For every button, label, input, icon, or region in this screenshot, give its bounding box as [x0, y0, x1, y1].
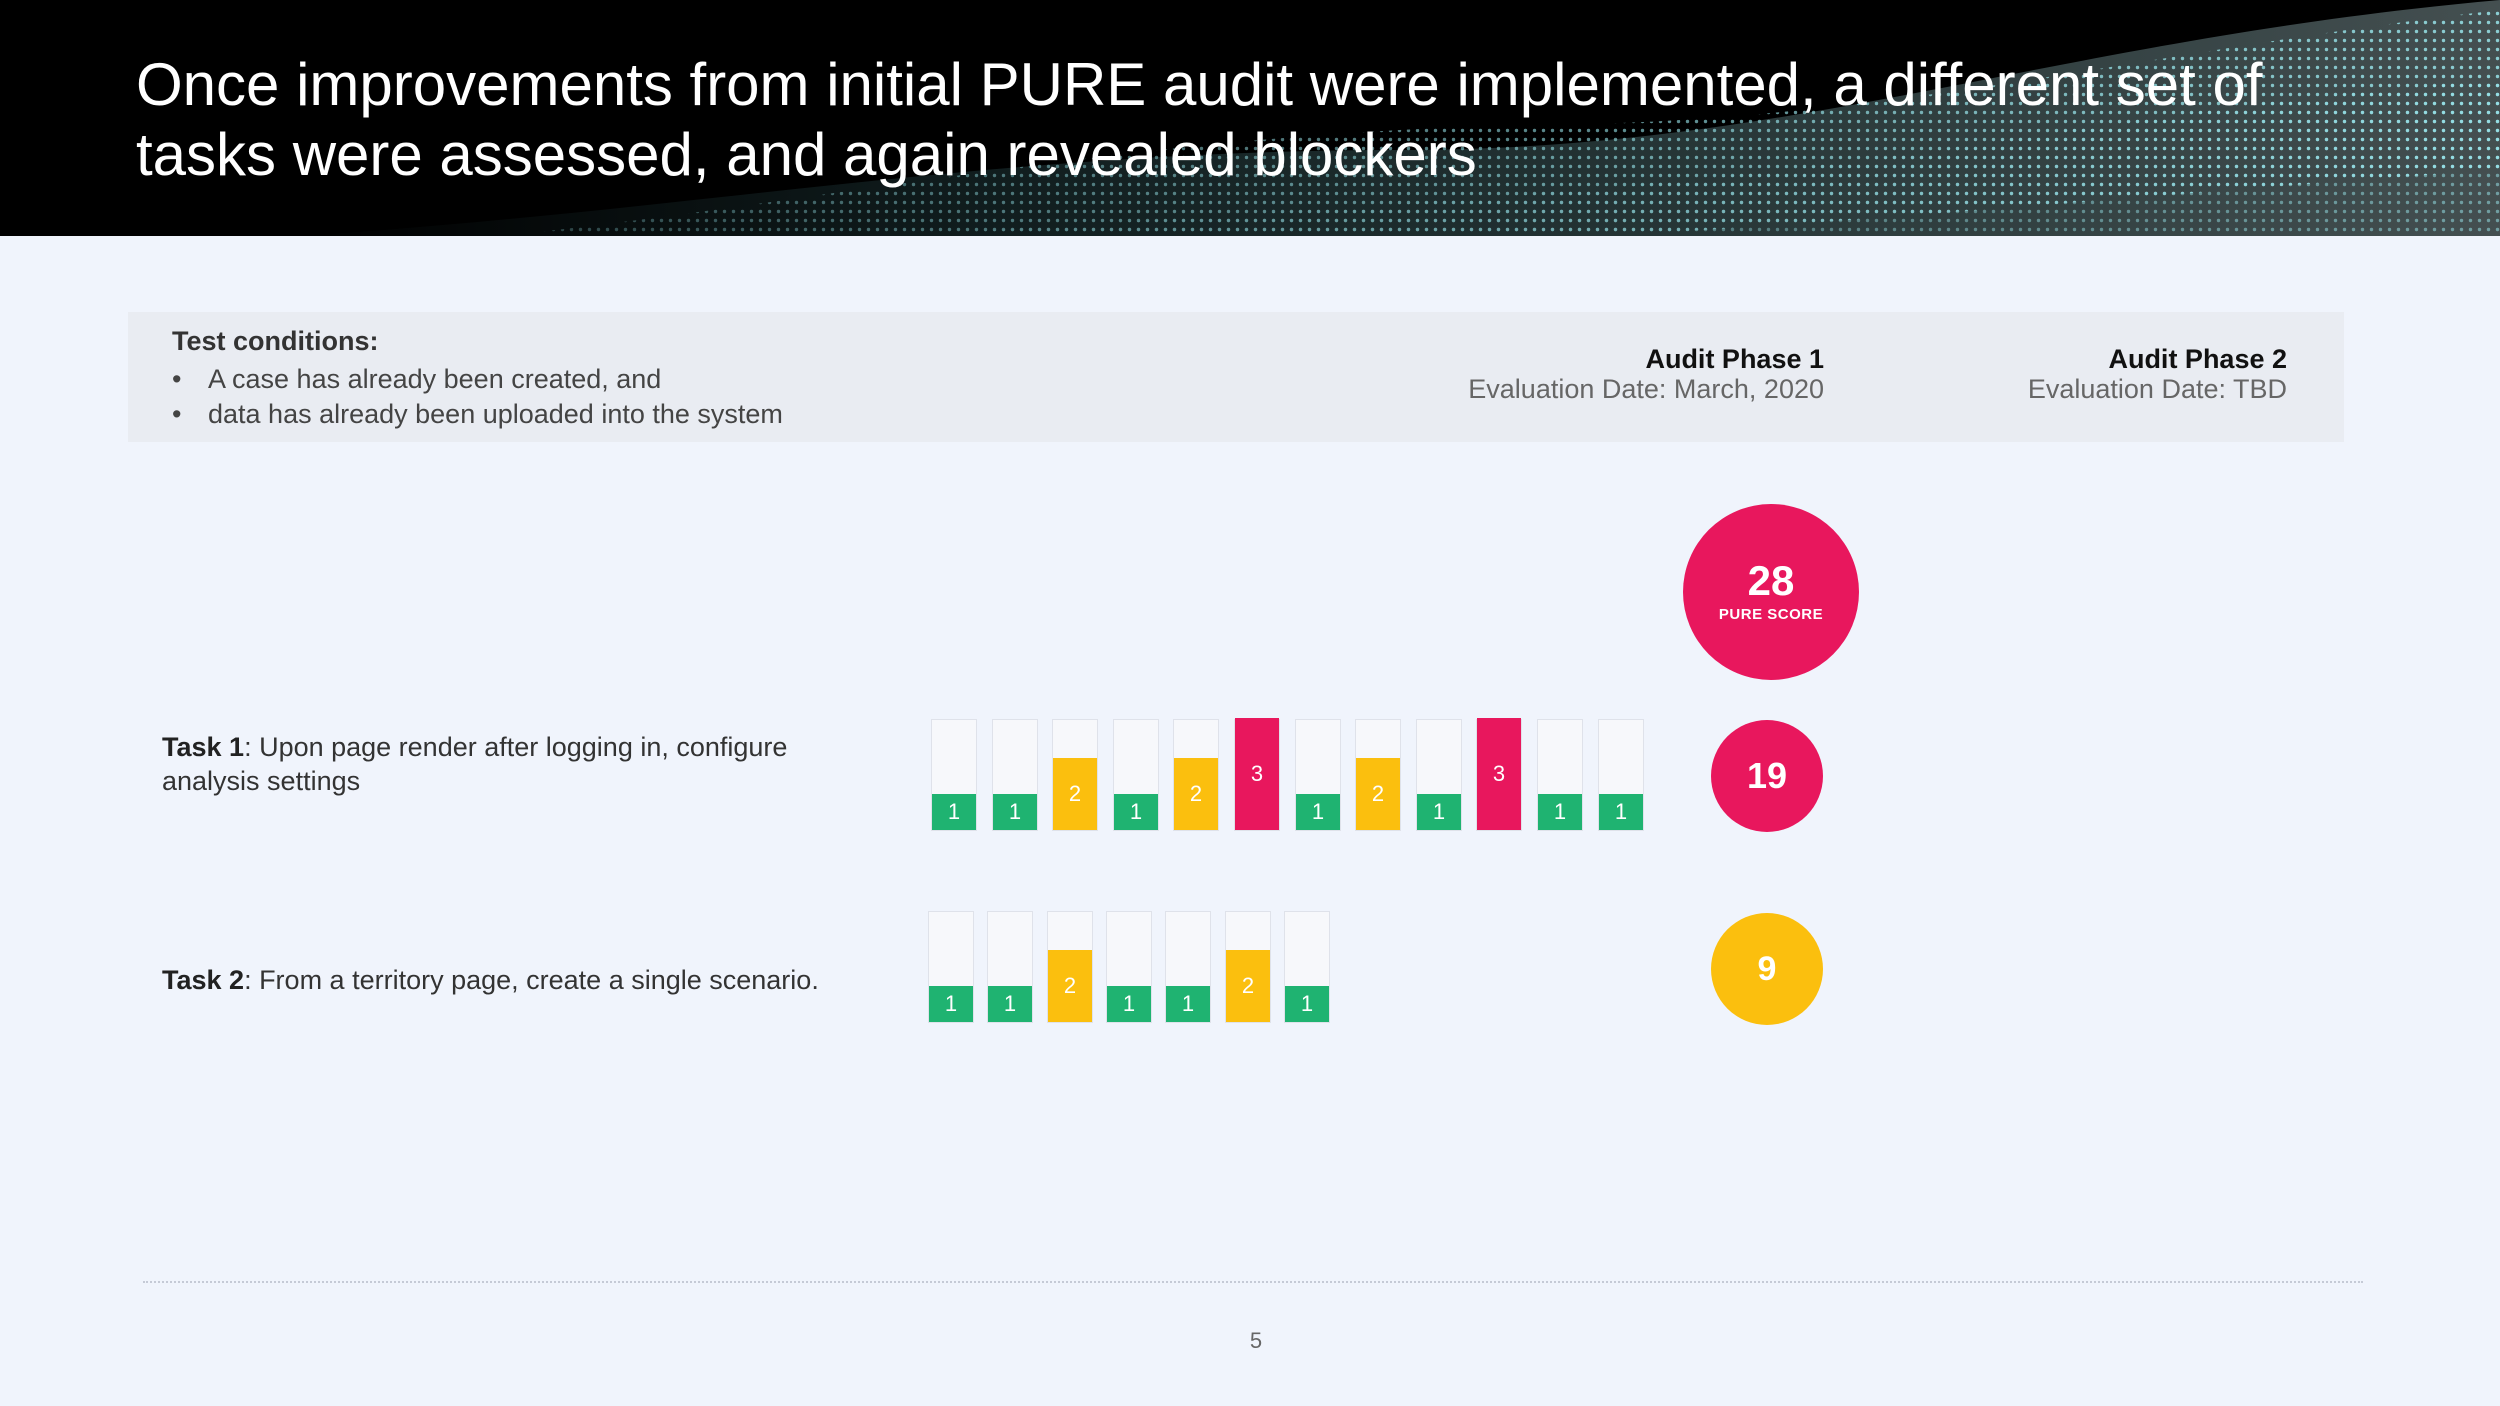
- task-1-step-bar: 3: [1234, 718, 1280, 831]
- task-2-step-bar: 2: [1047, 911, 1093, 1023]
- step-score-fill: 2: [1048, 950, 1092, 1022]
- test-conditions-panel: Test conditions: A case has already been…: [128, 312, 2344, 442]
- step-score-fill: 1: [1114, 794, 1158, 830]
- task-1-step-bar: 1: [1113, 719, 1159, 831]
- audit-phase-2: Audit Phase 2 Evaluation Date: TBD: [2028, 344, 2287, 404]
- task-1-score-badge: 19: [1711, 720, 1823, 832]
- task-1-step-bar: 2: [1173, 719, 1219, 831]
- header-banner: Once improvements from initial PURE audi…: [0, 0, 2500, 236]
- audit-phase-1: Audit Phase 1 Evaluation Date: March, 20…: [1468, 344, 1824, 404]
- task-2-step-bar: 1: [928, 911, 974, 1023]
- task-1-step-bar: 1: [1295, 719, 1341, 831]
- task-2-step-bar: 1: [987, 911, 1033, 1023]
- step-score-fill: 1: [1538, 794, 1582, 830]
- step-score-fill: 1: [1285, 986, 1329, 1022]
- page-number: 5: [1249, 1328, 1263, 1353]
- test-condition-item: A case has already been created, and: [172, 362, 783, 397]
- task-2-step-bar: 2: [1225, 911, 1271, 1023]
- task-1-step-bar: 2: [1355, 719, 1401, 831]
- step-score-fill: 3: [1477, 718, 1521, 830]
- task-1-step-bar: 1: [1537, 719, 1583, 831]
- step-score-fill: 1: [932, 794, 976, 830]
- task-2-label: Task 2: From a territory page, create a …: [162, 963, 842, 997]
- test-conditions-title: Test conditions:: [172, 326, 379, 356]
- step-score-fill: 1: [1107, 986, 1151, 1022]
- test-condition-item: data has already been uploaded into the …: [172, 397, 783, 432]
- task-1-step-bar: 1: [931, 719, 977, 831]
- step-score-fill: 1: [1417, 794, 1461, 830]
- particle-wave-image: [300, 0, 2500, 236]
- pure-score-label: PURE SCORE: [1718, 606, 1824, 623]
- step-score-fill: 1: [1599, 794, 1643, 830]
- pure-score-value: 28: [1747, 557, 1795, 604]
- task-1-step-bar: 1: [1598, 719, 1644, 831]
- task-1-label: Task 1: Upon page render after logging i…: [162, 730, 842, 798]
- task-2-step-bar: 1: [1165, 911, 1211, 1023]
- task-1-step-bar: 1: [992, 719, 1038, 831]
- pure-score-badge: 28 PURE SCORE: [1683, 504, 1859, 680]
- step-score-fill: 2: [1356, 758, 1400, 830]
- step-score-fill: 1: [988, 986, 1032, 1022]
- slide-title: Once improvements from initial PURE audi…: [136, 51, 2263, 188]
- footer-divider: [143, 1281, 2363, 1283]
- task-1-step-bar: 2: [1052, 719, 1098, 831]
- step-score-fill: 1: [993, 794, 1037, 830]
- task-2-step-bar: 1: [1106, 911, 1152, 1023]
- task-2-score-badge: 9: [1711, 913, 1823, 1025]
- audit-phase-1-title: Audit Phase 1: [1645, 344, 1824, 374]
- audit-phase-2-title: Audit Phase 2: [2108, 344, 2287, 374]
- test-conditions-list: A case has already been created, and dat…: [172, 362, 783, 432]
- task-2-step-bar: 1: [1284, 911, 1330, 1023]
- task-1-step-bar: 1: [1416, 719, 1462, 831]
- task-1-step-bar: 3: [1476, 718, 1522, 831]
- audit-phase-2-date: Evaluation Date: TBD: [2027, 374, 2287, 404]
- step-score-fill: 2: [1053, 758, 1097, 830]
- step-score-fill: 1: [929, 986, 973, 1022]
- step-score-fill: 1: [1166, 986, 1210, 1022]
- audit-phase-1-date: Evaluation Date: March, 2020: [1468, 374, 1824, 404]
- step-score-fill: 2: [1174, 758, 1218, 830]
- step-score-fill: 1: [1296, 794, 1340, 830]
- task-1-description: : Upon page render after logging in, con…: [162, 732, 788, 796]
- step-score-fill: 2: [1226, 950, 1270, 1022]
- task-2-description: : From a territory page, create a single…: [244, 965, 819, 995]
- task-1-name: Task 1: [162, 732, 245, 762]
- task-2-name: Task 2: [162, 965, 245, 995]
- step-score-fill: 3: [1235, 718, 1279, 830]
